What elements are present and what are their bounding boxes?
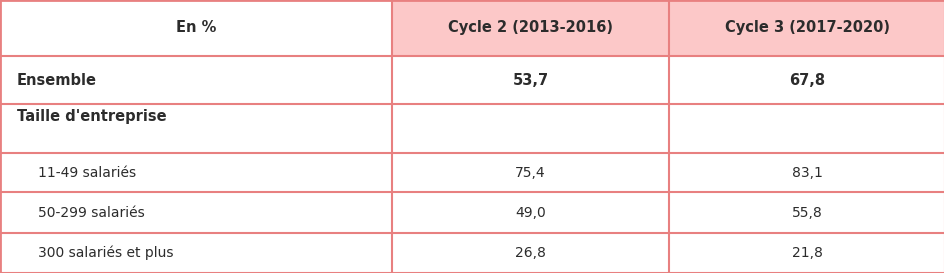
Text: 21,8: 21,8 [791, 246, 821, 260]
Text: 50-299 salariés: 50-299 salariés [38, 206, 144, 219]
Text: Cycle 2 (2013-2016): Cycle 2 (2013-2016) [447, 20, 613, 35]
Bar [668, 0, 944, 56]
Text: Ensemble: Ensemble [17, 73, 97, 88]
Text: En %: En % [176, 20, 216, 35]
Text: 75,4: 75,4 [514, 166, 546, 180]
Text: 300 salariés et plus: 300 salariés et plus [38, 245, 173, 260]
Text: 26,8: 26,8 [514, 246, 546, 260]
Text: 11-49 salariés: 11-49 salariés [38, 166, 136, 180]
Text: 83,1: 83,1 [791, 166, 821, 180]
Bar [392, 0, 668, 56]
Text: Taille d'entreprise: Taille d'entreprise [17, 109, 166, 124]
Text: 55,8: 55,8 [791, 206, 821, 219]
Text: 49,0: 49,0 [514, 206, 546, 219]
Text: Cycle 3 (2017-2020): Cycle 3 (2017-2020) [724, 20, 888, 35]
Text: 53,7: 53,7 [512, 73, 548, 88]
Text: 67,8: 67,8 [788, 73, 824, 88]
